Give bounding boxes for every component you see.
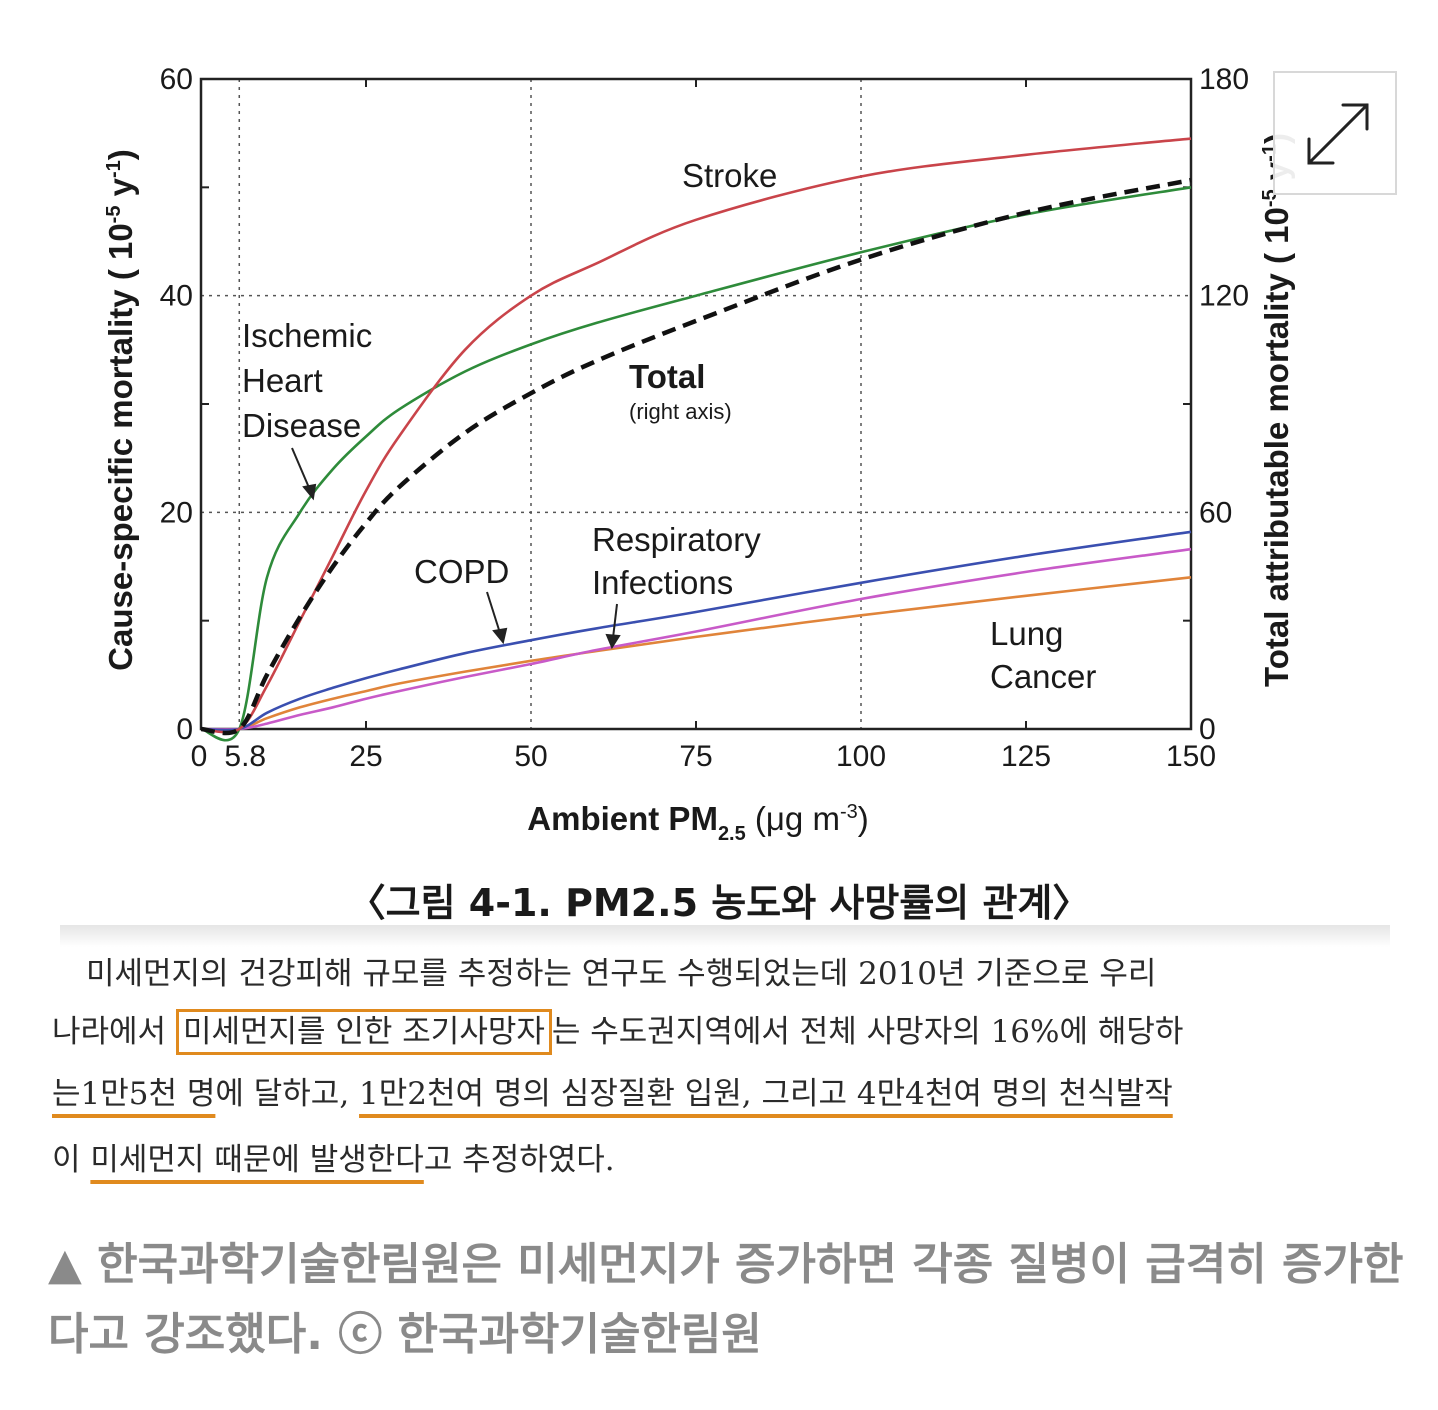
- y-right-tick-label: 0: [1199, 713, 1216, 746]
- arrowhead-ihd: [302, 483, 317, 501]
- x-tick-label: 150: [1166, 740, 1216, 773]
- highlight-underline: 미세먼지 때문에 발생한다: [90, 1142, 424, 1178]
- label-total-sub: (right axis): [629, 399, 732, 424]
- label-total: Total: [629, 358, 705, 395]
- paragraph-line-4: 이 미세먼지 때문에 발생한다고 추정하였다.: [52, 1134, 1400, 1179]
- y-axis-right-title: Total attributable mortality ( 10-5 y-1): [1258, 133, 1295, 687]
- plot-frame: [199, 77, 1193, 731]
- figure-caption: 〈그림 4-1. PM2.5 농도와 사망률의 관계〉: [347, 881, 1091, 925]
- caption-shadow: [60, 925, 1390, 947]
- expand-arrows-icon: [1307, 103, 1369, 165]
- y-right-tick-label: 180: [1199, 63, 1249, 96]
- label-lung-2: Cancer: [990, 658, 1096, 695]
- annotation-arrows: [291, 447, 621, 650]
- paragraph-text: 고 추정하였다.: [423, 1142, 615, 1178]
- highlight-underline: 는1만5천 명: [52, 1076, 216, 1112]
- arrowhead-resp: [605, 633, 621, 650]
- series-copd: [200, 530, 1192, 732]
- label-resp-2: Infections: [592, 564, 733, 601]
- paragraph-line-3: 는1만5천 명에 달하고, 1만2천여 명의 심장질환 입원, 그리고 4만4천…: [52, 1068, 1400, 1113]
- paragraph-line-1: 미세먼지의 건강피해 규모를 추정하는 연구도 수행되었는데 2010년 기준으…: [52, 948, 1434, 993]
- paragraph-text: 이: [52, 1142, 91, 1178]
- x-tick-label: 75: [679, 740, 712, 773]
- y-axis-left-title: Cause-specific mortality ( 10-5 y-1): [102, 149, 139, 671]
- arrow-copd: [486, 591, 501, 634]
- series-ischemic-heart-disease: [200, 186, 1192, 742]
- highlight-underline: 1만2천여 명의 심장질환 입원, 그리고 4만4천여 명의 천식발작: [359, 1076, 1173, 1112]
- paragraph-text: 미세먼지의 건강피해 규모를 추정하는 연구도 수행되었는데 2010년 기준으…: [86, 956, 1157, 992]
- y-left-tick-label: 60: [160, 63, 193, 96]
- label-ihd-1: Ischemic: [242, 317, 372, 354]
- series-layer: [200, 137, 1192, 742]
- paragraph-text: 는 수도권지역에서 전체 사망자의 16%에 해당하: [551, 1014, 1184, 1050]
- series-lung-cancer: [200, 576, 1192, 732]
- x-tick-label: 25: [349, 740, 382, 773]
- series-total: [200, 177, 1192, 736]
- label-lung-1: Lung: [990, 615, 1063, 652]
- paragraph-line-2: 나라에서 미세먼지를 인한 조기사망자 는 수도권지역에서 전체 사망자의 16%…: [52, 1006, 1400, 1055]
- paragraph-text: 나라에서: [52, 1014, 176, 1050]
- label-ihd-3: Disease: [242, 407, 361, 444]
- paragraph-text: 에 달하고,: [215, 1076, 360, 1112]
- x-axis-title: Ambient PM2.5 (μg m-3): [527, 800, 868, 845]
- series-stroke: [200, 137, 1192, 734]
- y-left-tick-label: 0: [176, 713, 193, 746]
- image-caption: ▲ 한국과학기술한림원은 미세먼지가 증가하면 각종 질병이 급격히 증가한다고…: [48, 1239, 1404, 1360]
- y-left-tick-label: 40: [160, 280, 193, 313]
- y-right-tick-label: 120: [1199, 280, 1249, 313]
- label-ihd-2: Heart: [242, 362, 323, 399]
- label-resp-1: Respiratory: [592, 521, 761, 558]
- y-right-tick-label: 60: [1199, 496, 1232, 529]
- y-left-tick-label: 20: [160, 496, 193, 529]
- label-copd: COPD: [414, 553, 509, 590]
- highlight-box: 미세먼지를 인한 조기사망자: [175, 1009, 552, 1055]
- x-tick-label: 50: [514, 740, 547, 773]
- x-tick-label: 100: [836, 740, 886, 773]
- arrowhead-copd: [492, 627, 508, 645]
- x-tick-label: 125: [1001, 740, 1051, 773]
- label-stroke: Stroke: [682, 157, 777, 194]
- expand-button[interactable]: [1273, 71, 1397, 195]
- series-respiratory-infections: [200, 547, 1192, 731]
- x-tick-label: 5.8: [224, 740, 266, 773]
- arrow-ihd: [291, 447, 311, 491]
- x-tick-label: 0: [191, 740, 208, 773]
- arrow-resp: [612, 603, 618, 639]
